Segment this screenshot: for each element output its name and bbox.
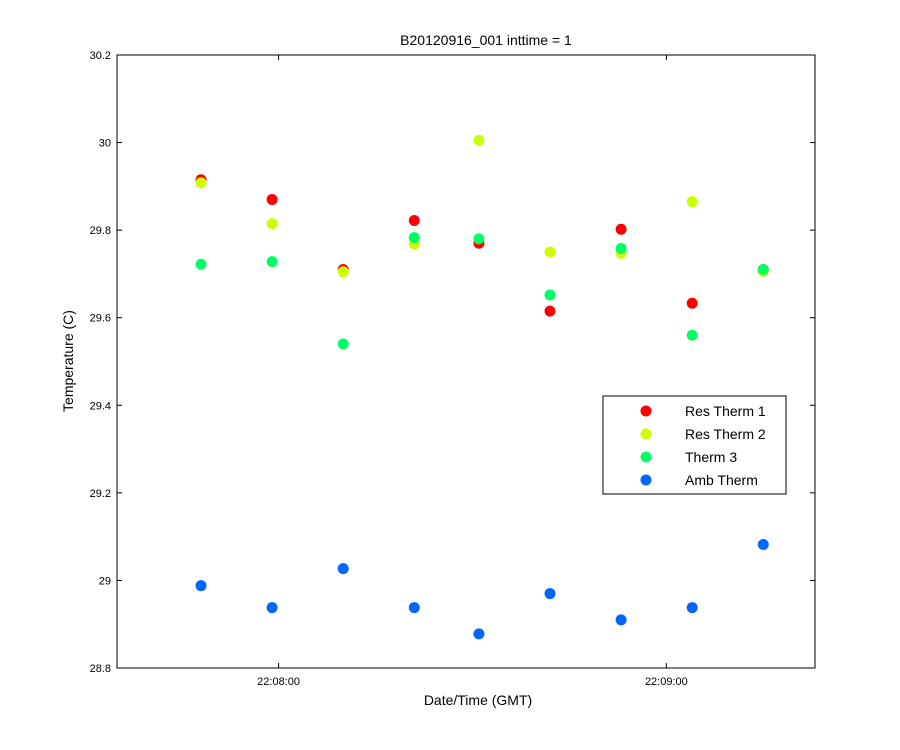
data-point-res-therm-1 xyxy=(544,305,556,317)
y-axis-title: Temperature (C) xyxy=(60,310,76,412)
data-point-res-therm-2 xyxy=(686,196,698,208)
data-point-amb-therm xyxy=(408,602,420,614)
legend-label-res-therm-1: Res Therm 1 xyxy=(685,403,766,419)
data-point-amb-therm xyxy=(266,602,278,614)
legend-label-therm-3: Therm 3 xyxy=(685,449,737,465)
data-point-res-therm-1 xyxy=(686,297,698,309)
y-tick-label: 29.2 xyxy=(90,488,111,500)
data-point-res-therm-1 xyxy=(615,223,627,235)
data-point-amb-therm xyxy=(544,588,556,600)
data-point-amb-therm xyxy=(615,614,627,626)
data-point-therm-3 xyxy=(408,232,420,244)
legend-marker-res-therm-1 xyxy=(640,405,652,417)
legend-box xyxy=(602,395,787,495)
data-point-amb-therm xyxy=(195,580,207,592)
data-point-amb-therm xyxy=(337,563,349,575)
legend-label-amb-therm: Amb Therm xyxy=(685,472,758,488)
plot-area xyxy=(117,55,815,668)
legend-marker-res-therm-2 xyxy=(640,428,652,440)
data-point-res-therm-2 xyxy=(266,218,278,230)
data-point-amb-therm xyxy=(686,602,698,614)
chart-title: B20120916_001 inttime = 1 xyxy=(400,32,572,48)
y-tick-label: 30 xyxy=(99,138,111,150)
y-tick-label: 29.6 xyxy=(90,313,111,325)
y-tick-label: 30.2 xyxy=(90,50,111,62)
data-point-therm-3 xyxy=(615,243,627,255)
data-point-res-therm-2 xyxy=(544,246,556,258)
data-point-res-therm-2 xyxy=(473,134,485,146)
data-point-therm-3 xyxy=(473,233,485,245)
data-point-amb-therm xyxy=(473,628,485,640)
legend-marker-amb-therm xyxy=(640,474,652,486)
axis-ticks: 28.8 29 29.2 29.4 29.6 29.8 30 30.2 22:08:00 22:0… xyxy=(90,50,815,688)
data-point-amb-therm xyxy=(757,539,769,551)
series-amb-therm xyxy=(195,539,769,640)
data-point-res-therm-1 xyxy=(266,193,278,205)
data-point-res-therm-2 xyxy=(195,177,207,189)
data-point-therm-3 xyxy=(757,264,769,276)
data-point-therm-3 xyxy=(337,338,349,350)
data-point-res-therm-1 xyxy=(408,215,420,227)
data-point-therm-3 xyxy=(544,289,556,301)
data-point-res-therm-2 xyxy=(337,266,349,278)
legend-label-res-therm-2: Res Therm 2 xyxy=(685,426,766,442)
plot-frame xyxy=(116,54,816,669)
series-therm-3 xyxy=(195,232,769,350)
data-points xyxy=(195,134,769,640)
data-point-therm-3 xyxy=(686,329,698,341)
x-axis-title: Date/Time (GMT) xyxy=(424,692,532,708)
x-tick-label: 22:09:00 xyxy=(645,676,688,688)
y-tick-label: 29.8 xyxy=(90,225,111,237)
legend-marker-therm-3 xyxy=(640,451,652,463)
y-tick-label: 29 xyxy=(99,575,111,587)
y-tick-label: 28.8 xyxy=(90,663,111,675)
legend: Res Therm 1 Res Therm 2 Therm 3 Amb Therm xyxy=(602,395,787,495)
y-tick-label: 29.4 xyxy=(90,400,111,412)
data-point-therm-3 xyxy=(195,258,207,270)
x-tick-label: 22:08:00 xyxy=(257,676,300,688)
data-point-therm-3 xyxy=(266,256,278,268)
